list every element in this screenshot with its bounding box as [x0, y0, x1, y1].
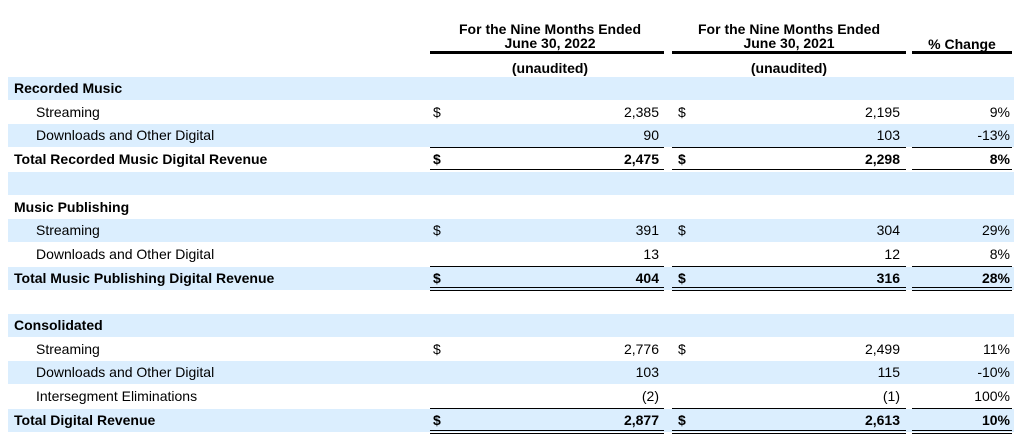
- percent-change: -13%: [977, 127, 1010, 144]
- row-label: Consolidated: [14, 317, 103, 333]
- subtotal-rule: [430, 265, 664, 267]
- value-2021: 2,195: [864, 103, 900, 120]
- value-2022: 404: [635, 269, 659, 286]
- col2-header-rule: [672, 51, 906, 54]
- value-2021: (1): [882, 388, 900, 405]
- total-double-rule: [672, 429, 906, 434]
- total-row: Total Recorded Music Digital Revenue $2,4…: [8, 148, 1014, 171]
- col2-header: For the Nine Months Ended June 30, 2021: [698, 21, 880, 51]
- currency-symbol: $: [678, 222, 686, 239]
- row-label: Total Recorded Music Digital Revenue: [14, 151, 268, 168]
- item-row: Downloads and Other Digital 103 115 -10%: [8, 361, 1014, 385]
- item-row: Streaming $391 $304 29%: [8, 219, 1014, 243]
- total-double-rule: [912, 429, 1012, 434]
- item-row: Streaming $2,385 $2,195 9%: [8, 101, 1014, 124]
- row-label: Music Publishing: [14, 198, 130, 215]
- item-row: Downloads and Other Digital 90 103 -13%: [8, 124, 1014, 148]
- percent-change: 10%: [981, 411, 1010, 428]
- total-double-rule: [672, 287, 906, 292]
- percent-change: -10%: [977, 364, 1010, 381]
- percent-change: 9%: [989, 103, 1010, 120]
- item-row: Intersegment Eliminations (2) (1) 100%: [8, 385, 1014, 408]
- value-2022: (2): [641, 388, 659, 405]
- section-row: Music Publishing: [8, 196, 1014, 219]
- total-double-rule: [430, 429, 664, 434]
- value-2022: 103: [635, 364, 659, 381]
- total-row: Total Music Publishing Digital Revenue $4…: [8, 266, 1014, 290]
- row-label: Downloads and Other Digital: [36, 127, 215, 144]
- col3-header-rule: [912, 51, 1012, 54]
- value-2022: 2,776: [623, 340, 659, 357]
- percent-change: 8%: [989, 245, 1010, 262]
- subtotal-rule: [672, 407, 906, 409]
- subtotal-rule: [672, 147, 906, 149]
- col2-subheader: (unaudited): [750, 60, 828, 76]
- value-2021: 304: [876, 222, 900, 239]
- percent-change: 11%: [983, 340, 1010, 357]
- row-label: Total Music Publishing Digital Revenue: [14, 269, 275, 286]
- spacer-row: [8, 171, 1014, 195]
- subtotal-rule: [912, 407, 1012, 409]
- value-2021: 2,298: [864, 151, 900, 168]
- col1-subheader: (unaudited): [511, 60, 589, 76]
- row-label: Streaming: [36, 222, 100, 239]
- total-double-rule: [912, 287, 1012, 292]
- total-row: Total Digital Revenue $2,877 $2,613 10%: [8, 408, 1014, 432]
- currency-symbol: $: [433, 411, 441, 428]
- col3-header: % Change: [928, 36, 996, 52]
- percent-change: 29%: [981, 222, 1010, 239]
- value-2022: 13: [643, 245, 659, 262]
- col1-header: For the Nine Months Ended June 30, 2022: [459, 21, 641, 51]
- currency-symbol: $: [678, 103, 686, 120]
- value-2021: 316: [876, 269, 900, 286]
- value-2022: 90: [643, 127, 659, 144]
- value-2022: 2,475: [623, 151, 659, 168]
- currency-symbol: $: [433, 103, 441, 120]
- subtotal-rule: [912, 265, 1012, 267]
- value-2022: 2,385: [623, 103, 659, 120]
- subtotal-rule: [672, 265, 906, 267]
- row-label: Downloads and Other Digital: [36, 364, 215, 381]
- item-row: Downloads and Other Digital 13 12 8%: [8, 243, 1014, 266]
- currency-symbol: $: [433, 222, 441, 239]
- row-label: Streaming: [36, 103, 100, 120]
- percent-change: 8%: [989, 151, 1010, 168]
- value-2021: 2,499: [864, 340, 900, 357]
- value-2021: 12: [884, 245, 900, 262]
- spacer-row: [8, 290, 1014, 313]
- subtotal-rule: [430, 407, 664, 409]
- currency-symbol: $: [433, 269, 441, 286]
- currency-symbol: $: [678, 411, 686, 428]
- row-label: Total Digital Revenue: [14, 411, 156, 428]
- section-row: Recorded Music: [8, 77, 1014, 100]
- currency-symbol: $: [678, 151, 686, 168]
- currency-symbol: $: [433, 340, 441, 357]
- currency-symbol: $: [433, 151, 441, 168]
- item-row: Streaming $2,776 $2,499 11%: [8, 338, 1014, 361]
- value-2021: 2,613: [864, 411, 900, 428]
- percent-change: 100%: [974, 388, 1010, 405]
- row-label: Recorded Music: [14, 80, 123, 96]
- section-row: Consolidated: [8, 314, 1014, 337]
- value-2022: 2,877: [623, 411, 659, 428]
- row-label: Streaming: [36, 340, 100, 357]
- value-2021: 103: [876, 127, 900, 144]
- subtotal-rule: [430, 147, 664, 149]
- currency-symbol: $: [678, 340, 686, 357]
- col1-header-rule: [430, 51, 664, 54]
- value-2022: 391: [635, 222, 659, 239]
- row-label: Downloads and Other Digital: [36, 245, 215, 262]
- subtotal-rule: [912, 147, 1012, 149]
- currency-symbol: $: [678, 269, 686, 286]
- row-label: Intersegment Eliminations: [36, 388, 198, 405]
- total-double-rule: [430, 287, 664, 292]
- value-2021: 115: [877, 364, 900, 381]
- percent-change: 28%: [981, 269, 1010, 286]
